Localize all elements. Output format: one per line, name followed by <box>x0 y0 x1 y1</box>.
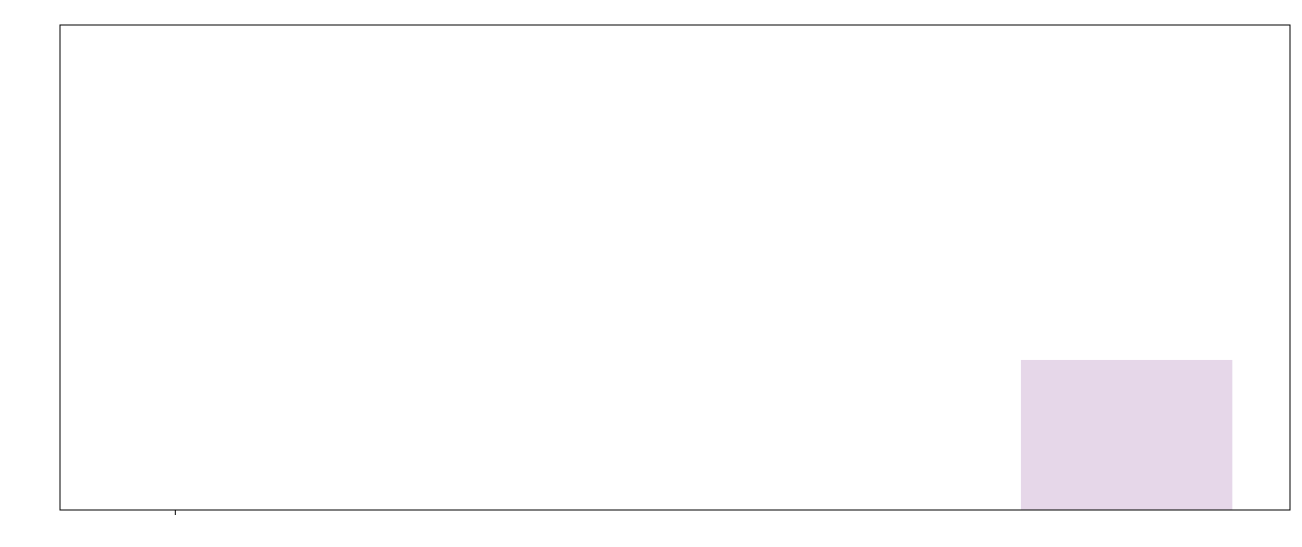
confidence-band <box>1021 360 1232 510</box>
chart-container <box>0 0 1302 547</box>
chart-svg <box>0 0 1302 547</box>
